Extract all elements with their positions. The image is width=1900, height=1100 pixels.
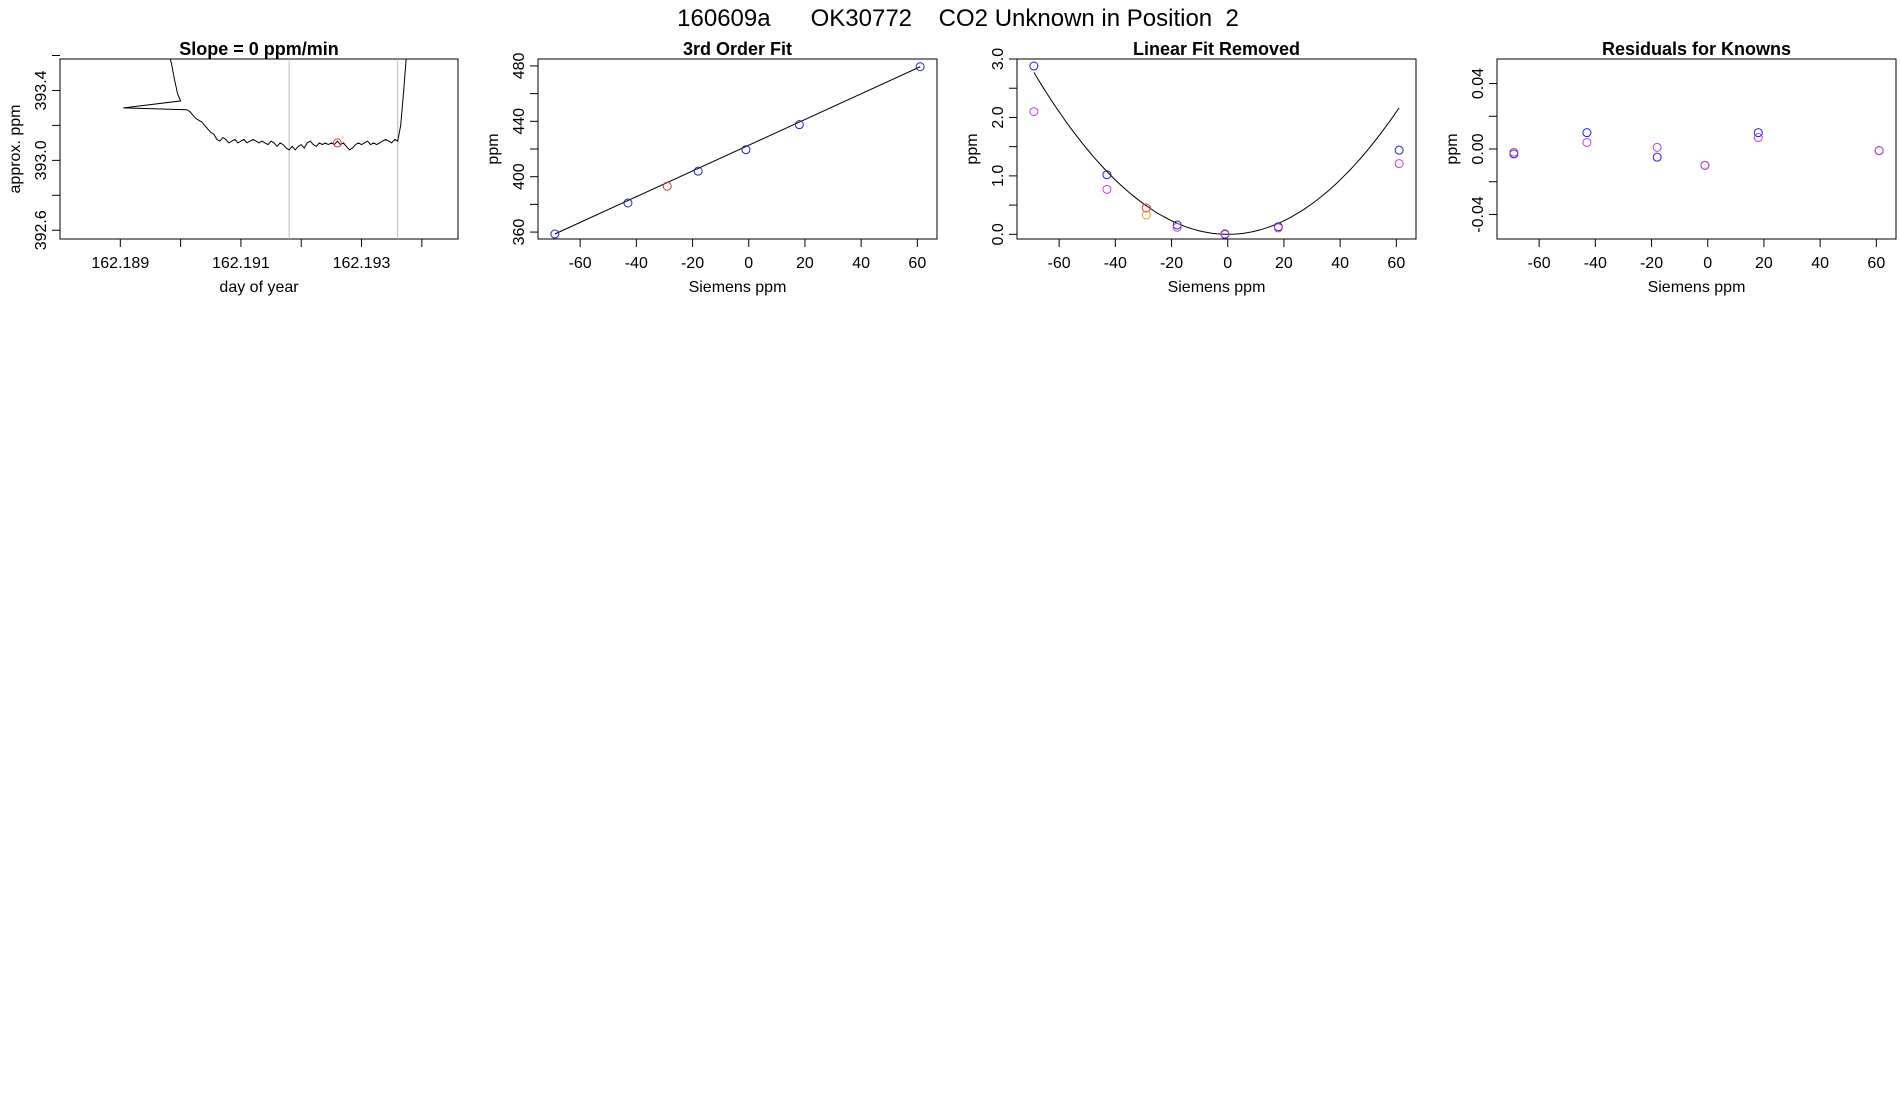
panel-4: Residuals for Knowns -60 -40 -20 0 20 40 60 -0.0… [1444,39,1897,296]
x-tick-label: -20 [681,255,704,272]
x-tick-label: -20 [1640,255,1663,272]
x-axis-label: Siemens ppm [689,279,787,296]
plot-frame [59,58,459,240]
x-tick-label: -40 [1104,255,1127,272]
y-tick-label: 392.6 [33,210,50,250]
plot-frame [1016,58,1417,240]
y-tick-label: 400 [511,163,528,190]
data-point [1220,229,1230,239]
y-tick-label: 0.00 [1470,133,1487,164]
panel-1: Slope = 0 ppm/min 162.189 162.191 162.193 39… [7,39,459,296]
plot-area [1509,128,1884,170]
y-axis-label: ppm [1444,133,1461,164]
panel-title: Residuals for Knowns [1602,39,1791,59]
x-axis-label: day of year [219,279,299,296]
x-tick-label: 0 [1223,255,1232,272]
y-axis-label: ppm [485,133,502,164]
data-point [332,138,342,148]
data-point [1394,159,1404,169]
x-tick-label: 60 [1867,255,1885,272]
data-point [1141,210,1151,220]
y-tick-label: 440 [511,108,528,135]
plot-area [123,59,407,239]
y-tick-label: 0.0 [990,223,1007,245]
data-point [1874,146,1884,156]
data-point [1102,170,1112,180]
data-point [1753,133,1763,143]
data-point [1700,160,1710,170]
data-point [1582,128,1592,138]
y-tick-label: -0.04 [1470,196,1487,233]
panel-title: 3rd Order Fit [683,39,792,59]
data-point [662,181,672,191]
x-tick-label: -60 [1048,255,1071,272]
data-point [741,145,751,155]
y-tick-label: 3.0 [990,48,1007,70]
x-axis-label: Siemens ppm [1648,279,1746,296]
x-tick-label: 0 [744,255,753,272]
panel-3: Linear Fit Removed -60 -40 -20 0 20 40 60 0.0 1.0… [964,39,1417,296]
x-tick-label: 162.191 [212,255,270,272]
x-tick-label: -60 [1528,255,1551,272]
data-point [1029,61,1039,71]
fit-line [554,66,921,235]
plot-area [550,62,925,239]
y-tick-label: 393.4 [33,70,50,110]
x-tick-label: 40 [1331,255,1349,272]
data-point [794,120,804,130]
y-axis-label: ppm [964,133,981,164]
fit-curve [1033,72,1400,235]
panel-title: Linear Fit Removed [1133,39,1300,59]
data-point [1394,145,1404,155]
x-tick-label: -40 [625,255,648,272]
x-tick-label: 60 [908,255,926,272]
data-point [550,229,560,239]
data-point [1652,142,1662,152]
data-point [1582,137,1592,147]
x-tick-label: 60 [1387,255,1405,272]
x-tick-label: 0 [1703,255,1712,272]
data-point [623,198,633,208]
data-point [1509,147,1519,157]
plot-area [1029,61,1404,239]
y-tick-label: 360 [511,219,528,246]
data-point [1172,222,1182,232]
data-point [915,62,925,72]
plot-frame [1496,58,1897,240]
data-point [693,166,703,176]
y-tick-label: 2.0 [990,106,1007,128]
panel-title: Slope = 0 ppm/min [179,39,339,59]
data-point [1753,128,1763,138]
x-tick-label: 40 [852,255,870,272]
x-tick-label: 162.193 [333,255,391,272]
x-tick-label: 20 [1755,255,1773,272]
data-point [1102,184,1112,194]
x-tick-label: 162.189 [91,255,149,272]
data-point [1652,152,1662,162]
main-title: 160609a OK30772 CO2 Unknown in Position … [677,5,1239,32]
y-axis-label: approx. ppm [7,105,24,194]
y-tick-label: 1.0 [990,165,1007,187]
x-tick-label: -20 [1160,255,1183,272]
panel-2: 3rd Order Fit -60 -40 -20 0 20 40 60 360 400 440 48… [485,39,938,296]
x-tick-label: -60 [569,255,592,272]
data-point [1172,220,1182,230]
x-tick-label: 40 [1811,255,1829,272]
y-tick-label: 393.0 [33,140,50,180]
x-axis-label: Siemens ppm [1168,279,1266,296]
x-tick-label: -40 [1584,255,1607,272]
y-tick-label: 0.04 [1470,68,1487,99]
series-line [123,59,407,151]
data-point [1273,223,1283,233]
data-point [1141,203,1151,213]
x-tick-label: 20 [796,255,814,272]
y-tick-label: 480 [511,52,528,79]
data-point [1029,107,1039,117]
x-tick-label: 20 [1275,255,1293,272]
